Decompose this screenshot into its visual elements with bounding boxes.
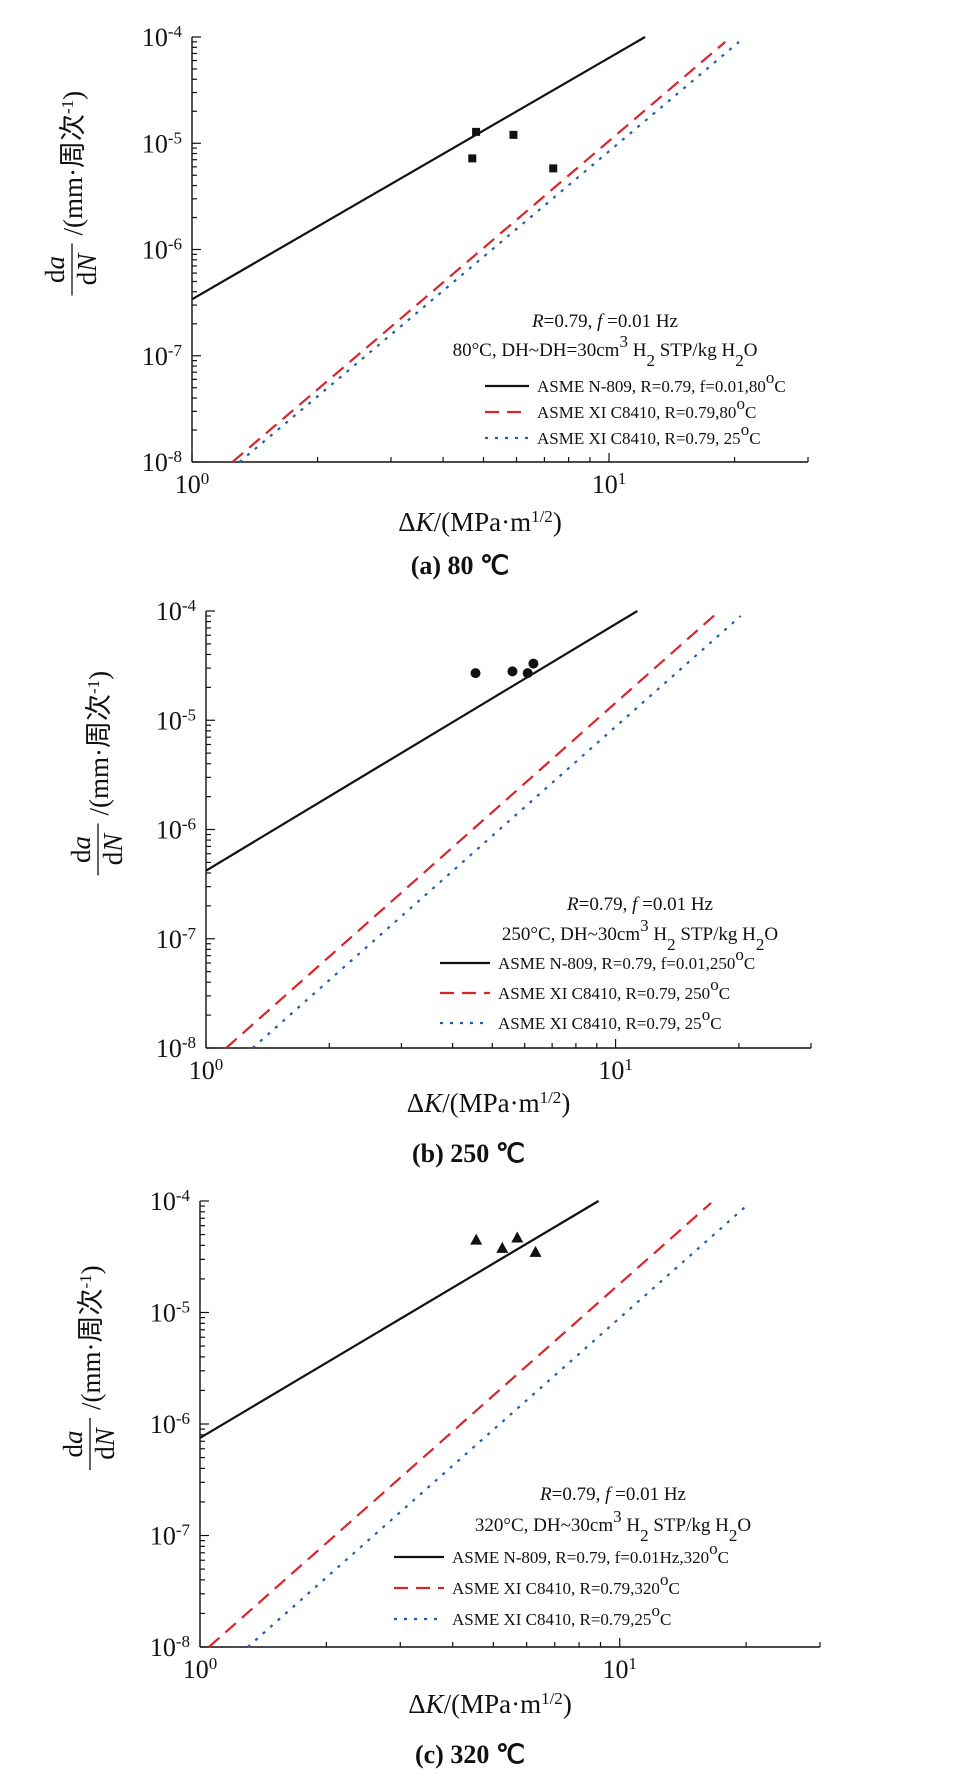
y-tick-label: 10-4 bbox=[156, 596, 197, 627]
series-line-2 bbox=[225, 611, 719, 1049]
legend-label-2: ASME XI C8410, R=0.79,320oC bbox=[452, 1570, 680, 1599]
x-axis-label: ΔK/(MPa·m1/2) bbox=[398, 507, 562, 538]
panel-caption: (b) 250 ℃ bbox=[412, 1139, 525, 1168]
y-tick-label: 10-8 bbox=[150, 1632, 190, 1663]
series-line-3 bbox=[247, 1205, 747, 1648]
data-point-circle bbox=[470, 668, 481, 679]
y-tick-label: 10-5 bbox=[150, 1297, 190, 1328]
y-tick-label: 10-6 bbox=[142, 234, 182, 265]
data-point-circle bbox=[507, 666, 518, 677]
series-line-2 bbox=[208, 1202, 712, 1648]
data-point-square bbox=[509, 130, 518, 139]
data-point-square bbox=[549, 164, 558, 173]
x-tick-label: 101 bbox=[598, 1055, 633, 1086]
legend-label-3: ASME XI C8410, R=0.79, 25oC bbox=[498, 1005, 722, 1034]
data-point-triangle bbox=[529, 1245, 542, 1257]
y-tick-label: 10-5 bbox=[142, 128, 182, 159]
panel-caption: (c) 320 ℃ bbox=[415, 1740, 525, 1769]
x-tick-label: 100 bbox=[175, 469, 210, 500]
legend-label-1: ASME N-809, R=0.79, f=0.01Hz,320oC bbox=[452, 1539, 729, 1568]
y-tick-label: 10-6 bbox=[150, 1409, 190, 1440]
svg-text:dN: dN bbox=[98, 832, 128, 866]
annotation-conditions: R=0.79, f =0.01 Hz bbox=[566, 894, 713, 915]
series-line-1 bbox=[191, 36, 646, 301]
legend-label-1: ASME N-809, R=0.79, f=0.01,80oC bbox=[537, 368, 786, 397]
svg-text:da: da bbox=[40, 256, 70, 283]
data-point-triangle bbox=[496, 1241, 509, 1253]
svg-text:/(mm·周次-1): /(mm·周次-1) bbox=[58, 91, 89, 236]
data-point-square bbox=[468, 154, 477, 163]
y-tick-label: 10-4 bbox=[150, 1186, 191, 1217]
series-line-2 bbox=[231, 41, 726, 463]
svg-text:/(mm·周次-1): /(mm·周次-1) bbox=[76, 1265, 107, 1410]
series-line-1 bbox=[199, 1200, 600, 1439]
x-tick-label: 101 bbox=[592, 469, 627, 500]
legend-label-1: ASME N-809, R=0.79, f=0.01,250oC bbox=[498, 945, 755, 974]
svg-text:/(mm·周次-1): /(mm·周次-1) bbox=[84, 671, 115, 816]
data-point-circle bbox=[528, 658, 539, 669]
data-point-circle bbox=[522, 668, 533, 679]
series-line-3 bbox=[238, 41, 740, 463]
svg-text:dN: dN bbox=[90, 1426, 120, 1460]
svg-text:da: da bbox=[58, 1431, 88, 1458]
annotation-environment: 320°C, DH~30cm3 H2 STP/kg H2O bbox=[475, 1507, 751, 1545]
y-tick-label: 10-6 bbox=[156, 814, 196, 845]
panel-caption: (a) 80 ℃ bbox=[411, 551, 510, 580]
chart-panel-1: 10-8 10-7 10-6 10-5 10-4 100 101 ΔK/(MPa·m1/2) d… bbox=[40, 22, 809, 580]
annotation-environment: 80°C, DH~DH=30cm3 H2 STP/kg H2O bbox=[453, 332, 758, 370]
x-tick-label: 100 bbox=[189, 1055, 224, 1086]
svg-text:dN: dN bbox=[72, 252, 102, 286]
y-tick-label: 10-7 bbox=[142, 340, 183, 371]
y-tick-label: 10-8 bbox=[156, 1033, 196, 1064]
y-tick-label: 10-8 bbox=[142, 447, 182, 478]
x-tick-label: 101 bbox=[602, 1654, 637, 1685]
annotation-conditions: R=0.79, f =0.01 Hz bbox=[531, 311, 678, 332]
series-line-1 bbox=[205, 610, 638, 872]
y-tick-label: 10-7 bbox=[156, 923, 197, 954]
legend-label-3: ASME XI C8410, R=0.79,25oC bbox=[452, 1601, 671, 1630]
x-tick-label: 100 bbox=[183, 1654, 218, 1685]
data-point-triangle bbox=[511, 1231, 524, 1243]
y-tick-label: 10-4 bbox=[142, 22, 183, 53]
chart-panel-2: 10-8 10-7 10-6 10-5 10-4 100 101 ΔK/(MPa·m1/2) d… bbox=[66, 596, 812, 1168]
annotation-conditions: R=0.79, f =0.01 Hz bbox=[539, 1484, 686, 1505]
legend-label-2: ASME XI C8410, R=0.79, 250oC bbox=[498, 975, 730, 1004]
y-tick-label: 10-5 bbox=[156, 705, 196, 736]
y-tick-label: 10-7 bbox=[150, 1520, 191, 1551]
data-point-triangle bbox=[470, 1233, 483, 1245]
svg-text:da: da bbox=[66, 836, 96, 863]
x-axis-label: ΔK/(MPa·m1/2) bbox=[408, 1689, 572, 1720]
data-point-square bbox=[472, 127, 481, 136]
legend-label-2: ASME XI C8410, R=0.79,80oC bbox=[537, 394, 756, 423]
chart-panel-3: 10-8 10-7 10-6 10-5 10-4 100 101 ΔK/(MPa·m1/2) d… bbox=[58, 1186, 821, 1769]
x-axis-label: ΔK/(MPa·m1/2) bbox=[407, 1088, 571, 1119]
legend-label-3: ASME XI C8410, R=0.79, 25oC bbox=[537, 420, 761, 449]
annotation-environment: 250°C, DH~30cm3 H2 STP/kg H2O bbox=[502, 916, 778, 954]
